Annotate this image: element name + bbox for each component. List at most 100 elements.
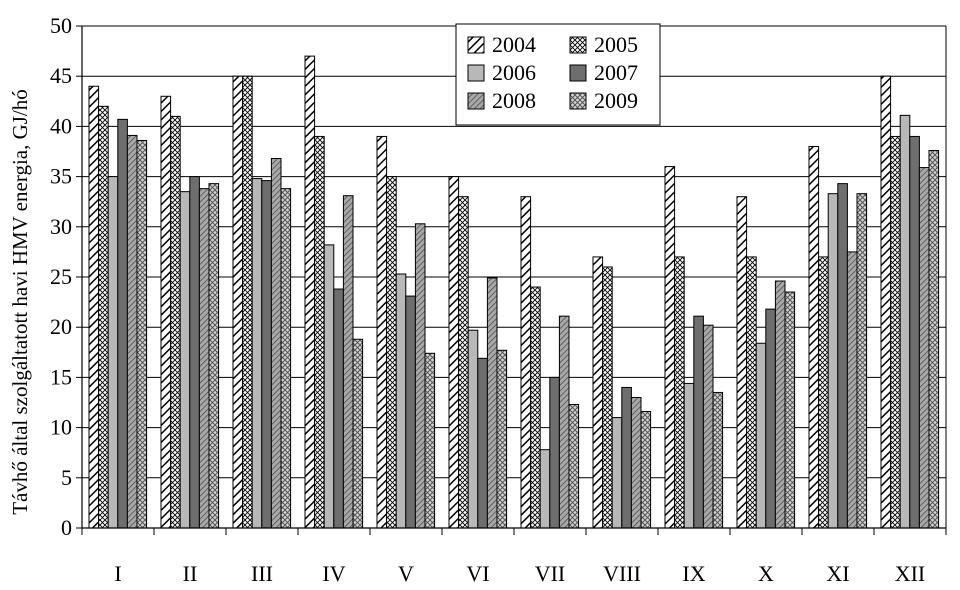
bar-2008-V bbox=[414, 223, 426, 529]
bar-2009-X bbox=[784, 291, 796, 529]
x-tick-label-IV: IV bbox=[322, 561, 345, 586]
bar-2008-VII bbox=[558, 315, 570, 529]
bar-2006-XI bbox=[827, 193, 839, 529]
bar-2008-III bbox=[270, 158, 282, 529]
legend-label-2004: 2004 bbox=[492, 32, 536, 57]
bar-2007-VIII bbox=[621, 386, 632, 529]
bar-2005-VIII bbox=[602, 266, 613, 529]
bar-2008-I bbox=[126, 134, 138, 529]
x-tick-label-IX: IX bbox=[682, 561, 705, 586]
y-tick-label-40: 40 bbox=[50, 113, 72, 138]
legend-swatch-2006 bbox=[467, 64, 485, 82]
bar-2008-II bbox=[198, 188, 210, 529]
bar-2009-III bbox=[280, 188, 292, 529]
bar-2005-X bbox=[746, 256, 757, 529]
bar-2004-I bbox=[88, 85, 100, 529]
legend-label-2007: 2007 bbox=[594, 60, 638, 85]
bar-2004-VII bbox=[520, 196, 532, 529]
bar-2007-IX bbox=[693, 315, 704, 529]
x-tick-label-VIII: VIII bbox=[603, 561, 641, 586]
bar-2006-V bbox=[395, 273, 407, 529]
bar-2005-III bbox=[242, 75, 253, 529]
bar-2005-VI bbox=[458, 196, 469, 529]
bars bbox=[88, 55, 940, 529]
bar-2007-III bbox=[261, 180, 272, 529]
legend-swatch-2007 bbox=[569, 64, 587, 82]
y-tick-label-25: 25 bbox=[50, 264, 72, 289]
bar-2006-I bbox=[107, 176, 119, 529]
bar-2008-XI bbox=[846, 251, 858, 529]
bar-2005-I bbox=[98, 105, 109, 529]
bar-2007-X bbox=[765, 308, 776, 529]
bar-2004-VIII bbox=[592, 256, 604, 529]
bar-2009-IV bbox=[352, 338, 364, 529]
bar-2004-XII bbox=[880, 75, 892, 529]
bar-2005-XII bbox=[890, 135, 901, 529]
bar-2007-VI bbox=[477, 357, 488, 529]
legend-label-2005: 2005 bbox=[594, 32, 638, 57]
bar-2006-X bbox=[755, 342, 767, 529]
x-tick-label-XI: XI bbox=[826, 561, 849, 586]
bar-2006-VIII bbox=[611, 417, 623, 529]
bar-2009-VIII bbox=[640, 411, 652, 529]
bar-2007-IV bbox=[333, 288, 344, 529]
bar-2005-IV bbox=[314, 135, 325, 529]
bar-2005-II bbox=[170, 115, 181, 529]
legend: 2004 2005 2006 2007 2008 2009 bbox=[455, 23, 661, 126]
y-tick-label-10: 10 bbox=[50, 415, 72, 440]
bar-2006-II bbox=[179, 191, 191, 529]
y-tick-label-0: 0 bbox=[61, 515, 72, 540]
bar-2009-II bbox=[208, 183, 220, 529]
y-tick-label-30: 30 bbox=[50, 214, 72, 239]
bar-2007-XI bbox=[837, 183, 848, 529]
bar-2009-VII bbox=[568, 404, 580, 529]
bar-2008-IX bbox=[702, 324, 714, 529]
y-tick-label-20: 20 bbox=[50, 314, 72, 339]
bar-2006-VII bbox=[539, 449, 551, 529]
y-tick-label-50: 50 bbox=[50, 13, 72, 38]
legend-label-2009: 2009 bbox=[594, 88, 638, 113]
legend-label-2008: 2008 bbox=[492, 88, 536, 113]
bar-2006-III bbox=[251, 178, 263, 529]
bar-2007-VII bbox=[549, 376, 560, 529]
bar-2004-IV bbox=[304, 55, 316, 529]
y-tick-label-5: 5 bbox=[61, 465, 72, 490]
legend-box bbox=[455, 23, 661, 126]
y-tick-label-15: 15 bbox=[50, 364, 72, 389]
bar-2006-VI bbox=[467, 329, 479, 529]
bar-2006-IV bbox=[323, 244, 335, 529]
x-tick-label-XII: XII bbox=[895, 561, 926, 586]
legend-label-2006: 2006 bbox=[492, 60, 536, 85]
bar-2009-V bbox=[424, 352, 436, 529]
bar-2008-VIII bbox=[630, 396, 642, 529]
bar-2006-IX bbox=[683, 382, 695, 529]
legend-swatch-2005 bbox=[569, 36, 587, 54]
x-tick-label-VII: VII bbox=[535, 561, 566, 586]
legend-swatch-2004 bbox=[467, 36, 485, 54]
bar-2005-XI bbox=[818, 256, 829, 529]
bar-2004-II bbox=[160, 95, 172, 529]
bar-2008-VI bbox=[486, 277, 498, 529]
bar-2004-IX bbox=[664, 166, 676, 529]
bar-2007-II bbox=[189, 176, 200, 529]
bar-2004-X bbox=[736, 196, 748, 529]
bar-2004-V bbox=[376, 135, 388, 529]
bar-2006-XII bbox=[899, 114, 911, 529]
bar-2005-V bbox=[386, 176, 397, 529]
x-tick-label-III: III bbox=[251, 561, 273, 586]
legend-swatch-2008 bbox=[467, 92, 485, 110]
bar-2009-IX bbox=[712, 391, 724, 529]
bar-2009-I bbox=[136, 139, 148, 529]
bar-2007-V bbox=[405, 295, 416, 529]
x-tick-label-II: II bbox=[183, 561, 198, 586]
x-tick-label-V: V bbox=[398, 561, 414, 586]
legend-swatch-2009 bbox=[569, 92, 587, 110]
y-tick-label-35: 35 bbox=[50, 164, 72, 189]
bar-2004-VI bbox=[448, 176, 460, 529]
bar-2008-XII bbox=[918, 167, 930, 529]
bar-2009-VI bbox=[496, 349, 508, 529]
x-tick-label-I: I bbox=[114, 561, 121, 586]
bar-2007-XII bbox=[909, 135, 920, 529]
bar-2004-XI bbox=[808, 145, 820, 529]
